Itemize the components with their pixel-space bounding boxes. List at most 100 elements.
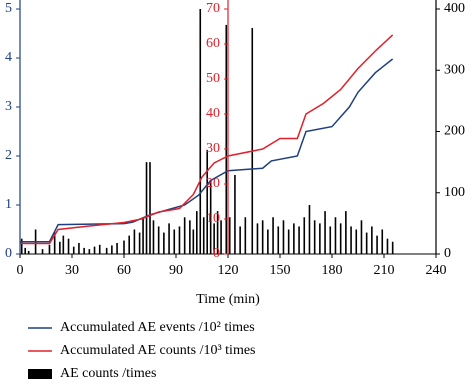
bar: [345, 211, 347, 254]
bar: [308, 205, 311, 254]
x-tick-label: 240: [426, 263, 447, 278]
bar: [213, 223, 215, 254]
y-tick-label: 2: [5, 148, 12, 163]
bar: [173, 229, 176, 254]
bar: [228, 217, 231, 254]
bar: [111, 245, 113, 254]
x-tick-label: 180: [322, 263, 343, 278]
bar: [350, 226, 352, 254]
legend-label: Accumulated AE events /10² times: [60, 320, 255, 335]
y-tick-label: 0: [213, 246, 220, 261]
x-tick-label: 30: [65, 263, 79, 278]
y-tick-label: 50: [206, 71, 220, 86]
bar: [371, 226, 373, 254]
bar: [41, 249, 44, 254]
bar: [128, 235, 130, 254]
y-tick-label: 300: [444, 62, 465, 77]
bar: [334, 217, 337, 254]
bar: [189, 220, 191, 254]
y-tick-label: 400: [444, 1, 465, 16]
y-tick-label: 10: [206, 211, 220, 226]
bar: [196, 211, 198, 254]
bar: [256, 223, 259, 254]
bar: [199, 9, 202, 254]
x-tick-label: 60: [117, 263, 131, 278]
bar: [98, 244, 101, 254]
bar: [138, 232, 141, 254]
x-tick-label: 210: [374, 263, 395, 278]
y-tick-label: 200: [444, 124, 465, 139]
bar: [282, 220, 285, 254]
bar: [183, 217, 186, 254]
bar: [329, 226, 332, 254]
bar: [287, 229, 290, 254]
bar: [234, 174, 236, 254]
bar: [360, 220, 363, 254]
bar: [24, 247, 26, 254]
bar: [67, 238, 70, 254]
x-axis-title: Time (min): [196, 292, 260, 307]
y-tick-label: 60: [206, 36, 220, 51]
bar: [27, 250, 30, 254]
bar: [88, 249, 91, 254]
bar: [216, 211, 219, 254]
x-tick-label: 120: [218, 263, 239, 278]
bar: [105, 247, 108, 254]
x-tick-label: 90: [169, 263, 183, 278]
bar: [133, 229, 136, 254]
y-tick-label: 3: [5, 99, 12, 114]
bar: [324, 211, 326, 254]
bar: [72, 246, 75, 254]
bar: [293, 223, 295, 254]
bar: [93, 246, 96, 254]
bar: [59, 241, 61, 254]
line: [20, 58, 394, 243]
bar: [365, 232, 368, 254]
bar: [202, 217, 205, 254]
bar: [20, 238, 23, 254]
bar: [261, 220, 264, 254]
bar: [62, 235, 65, 254]
bar: [53, 232, 56, 254]
bar: [163, 232, 165, 254]
bar: [277, 226, 280, 254]
bar: [298, 226, 300, 254]
bar: [78, 242, 80, 254]
legend-swatch: [28, 369, 52, 379]
y-tick-label: 0: [5, 246, 12, 261]
bar: [149, 162, 151, 254]
y-tick-label: 0: [444, 246, 451, 261]
bar: [48, 244, 51, 254]
bar: [145, 162, 148, 254]
bar: [319, 223, 321, 254]
legend-label: Accumulated AE counts /10³ times: [60, 343, 256, 358]
bar: [251, 27, 254, 254]
bar: [209, 179, 212, 254]
line: [20, 34, 394, 245]
bar: [355, 229, 358, 254]
y-tick-label: 40: [206, 106, 220, 121]
bar: [168, 223, 170, 254]
bar: [142, 217, 144, 254]
bar: [206, 149, 208, 254]
bar: [192, 229, 195, 254]
bar: [244, 217, 247, 254]
y-tick-label: 100: [444, 185, 465, 200]
bar: [313, 220, 316, 254]
x-tick-label: 150: [270, 263, 291, 278]
bar: [178, 226, 181, 254]
bar: [116, 242, 118, 254]
bar: [376, 235, 378, 254]
bar: [83, 247, 85, 254]
bar: [239, 226, 241, 254]
y-tick-label: 5: [5, 1, 12, 16]
legend-label: AE counts /times: [60, 366, 156, 381]
bar: [220, 220, 222, 254]
bar: [267, 229, 269, 254]
y-tick-label: 70: [206, 1, 220, 16]
bar: [381, 229, 384, 254]
bar: [123, 240, 125, 254]
bar: [303, 217, 306, 254]
bar: [386, 238, 389, 254]
